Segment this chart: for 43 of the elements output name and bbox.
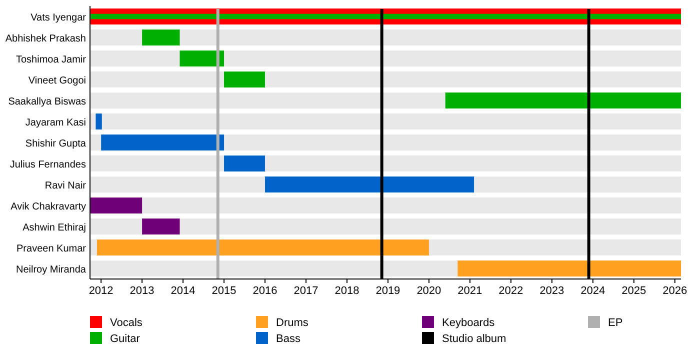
x-tick-label: 2023	[540, 285, 564, 297]
legend-label: Keyboards	[442, 317, 496, 329]
x-tick-label: 2014	[170, 285, 196, 297]
legend-label: EP	[608, 317, 623, 329]
x-tick-label: 2013	[130, 285, 154, 297]
y-tick-label: Vineet Gogoi	[28, 76, 86, 86]
bar	[142, 218, 180, 234]
x-tick-label: 2025	[622, 285, 646, 297]
bar	[180, 50, 224, 66]
y-tick-label: Toshimoa Jamir	[16, 54, 87, 66]
x-tick-label: 2016	[252, 285, 278, 297]
bar	[224, 156, 266, 172]
x-tick-label: 2015	[212, 285, 236, 297]
x-tick-label: 2026	[662, 285, 688, 297]
x-tick-label: 2022	[498, 285, 524, 297]
y-tick-label: Abhishek Prakash	[5, 34, 86, 44]
x-tick-label: 2024	[580, 285, 606, 297]
legend-label: Bass	[276, 333, 301, 345]
y-tick-label: Jayaram Kasi	[25, 118, 86, 128]
y-tick-label: Praveen Kumar	[16, 244, 87, 254]
legend-label: Drums	[276, 317, 309, 329]
y-tick-label: Shishir Gupta	[25, 138, 86, 150]
y-tick-label: Julius Fernandes	[10, 160, 86, 170]
bar	[101, 134, 224, 150]
legend-label: Vocals	[110, 317, 143, 329]
y-tick-label: Ashwin Ethiraj	[22, 222, 86, 234]
bar	[90, 198, 142, 214]
legend-label: Studio album	[442, 333, 506, 345]
x-tick-label: 2017	[294, 285, 318, 297]
legend-label: Guitar	[110, 333, 140, 345]
x-tick-label: 2019	[376, 285, 400, 297]
bar	[142, 30, 180, 46]
y-tick-label: Neilroy Miranda	[16, 264, 86, 276]
x-tick-label: 2018	[334, 285, 360, 297]
x-tick-label: 2021	[458, 285, 482, 297]
y-tick-label: Ravi Nair	[44, 180, 87, 192]
y-tick-label: Avik Chakravarty	[10, 202, 86, 212]
y-tick-label: Saakallya Biswas	[8, 96, 86, 108]
x-tick-label: 2020	[416, 285, 442, 297]
y-tick-label: Vats Iyengar	[30, 12, 87, 24]
bar	[224, 72, 266, 88]
bar	[96, 114, 102, 130]
x-tick-label: 2012	[88, 285, 114, 297]
